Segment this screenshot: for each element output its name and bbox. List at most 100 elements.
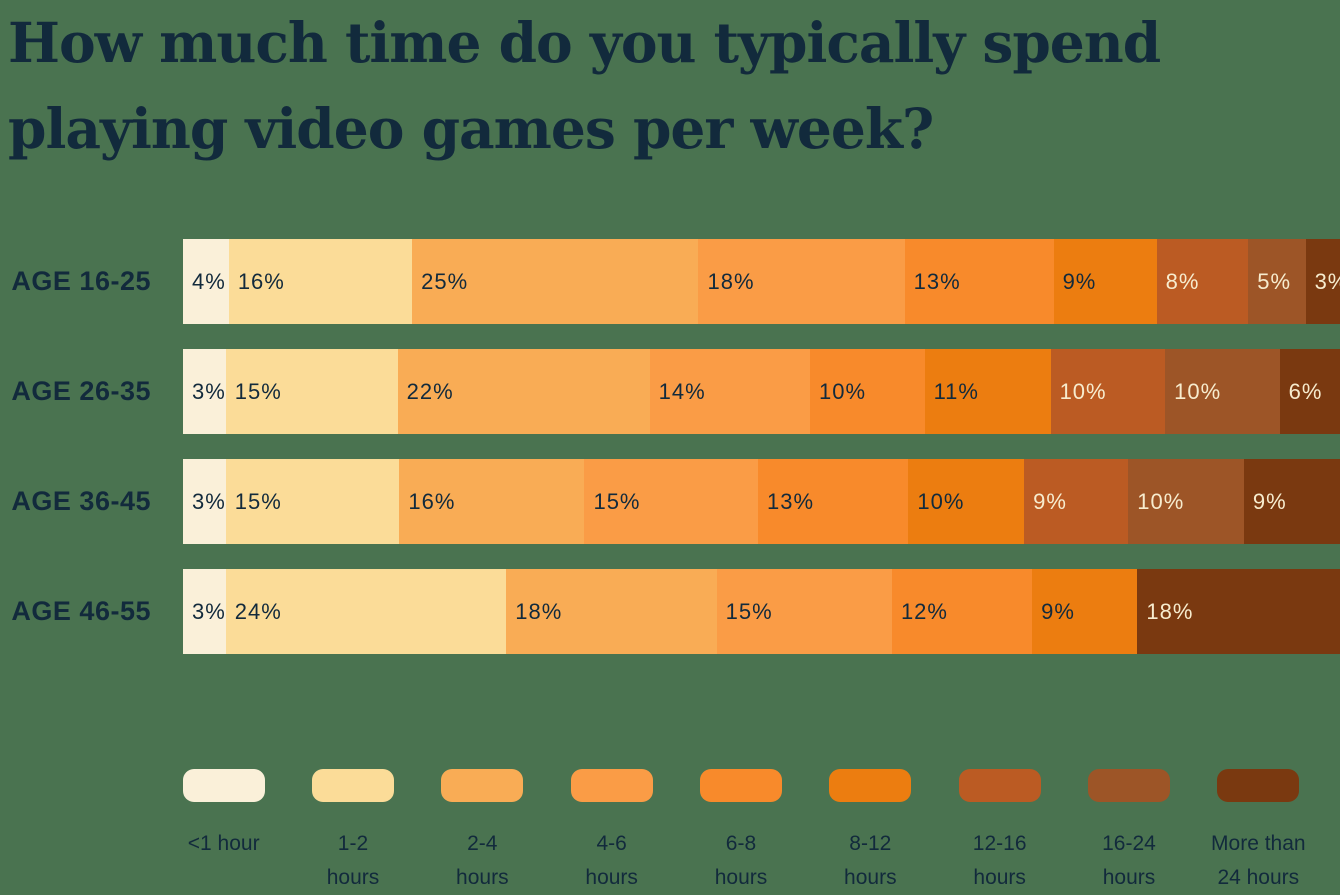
bar-segment: 9% [1032,569,1138,654]
legend-label: 8-12 hours [844,832,897,889]
bar-segment: 10% [810,349,925,434]
legend-label: 2-4 hours [456,832,509,889]
legend-swatch [311,769,394,802]
bar-segment: 10% [1050,349,1166,434]
bar-segment: 16% [399,459,585,544]
age-row: AGE 36-45 3% 15% 16% 15% 13% 10% 9% 10% 9% [0,459,1340,544]
legend-swatch [182,769,265,802]
segment-value-label: 12% [900,598,948,624]
bar-segment: 22% [397,349,650,434]
segment-value-label: 9% [1033,488,1067,514]
age-row: AGE 16-25 4% 16% 25% 18% 13% 9% 8% 5% 3% [0,239,1340,324]
bar-segment: 11% [924,349,1051,434]
segment-value-label: 5% [1257,268,1292,294]
segment-value-label: 10% [1137,488,1185,514]
legend-item: 12-16 hours [935,769,1064,895]
bar-segment: 5% [1248,239,1306,324]
title-line-2: playing video games per week? [8,96,934,161]
bar-segment: 6% [1279,349,1340,434]
segment-value-label: 9% [1062,268,1097,294]
age-row: AGE 46-55 3% 24% 18% 15% 12% 9% 18% [0,569,1340,654]
segment-value-label: 8% [1165,268,1200,294]
legend-swatch [441,769,524,802]
legend-label: 12-16 hours [972,832,1027,889]
legend-label: 6-8 hours [714,832,768,889]
stacked-bar: 3% 24% 18% 15% 12% 9% 18% [183,569,1340,654]
bar-segment: 24% [225,569,507,654]
bar-segment: 14% [649,349,811,434]
bar-segment: 12% [891,569,1033,654]
segment-value-label: 10% [1059,378,1107,404]
segment-value-label: 10% [819,378,867,404]
legend-item: 8-12 hours [806,769,935,895]
legend-swatch [570,769,653,802]
segment-value-label: 13% [913,268,961,294]
segment-value-label: 22% [406,378,454,404]
legend-swatch [829,769,912,802]
chart-rows: AGE 16-254%16%25%18%13%9%8%5%3%AGE 26-35… [0,239,1340,679]
title-line-1: How much time do you typically spend [8,10,1161,75]
bar-segment: 10% [1165,349,1280,434]
segment-value-label: 3% [192,598,226,624]
segment-value-label: 15% [234,488,282,514]
legend-label: <1 hour [187,832,260,855]
bar-segment: 18% [506,569,717,654]
age-row-label: AGE 36-45 [11,486,151,516]
legend-swatch [1087,769,1170,802]
age-row-label: AGE 46-55 [11,596,151,626]
segment-value-label: 9% [1252,488,1287,514]
bar-segment: 10% [908,459,1025,544]
segment-value-label: 3% [192,378,226,404]
bar-segment: 9% [1024,459,1129,544]
segment-value-label: 16% [237,268,285,294]
legend-item: More than 24 hours [1194,769,1323,895]
bar-segment: 9% [1053,239,1157,324]
segment-value-label: 13% [767,488,815,514]
legend-item: 1-2 hours [288,769,417,895]
segment-value-label: 9% [1041,598,1075,624]
legend-item: <1 hour [159,769,288,895]
bar-segment: 15% [716,569,892,654]
segment-value-label: 3% [192,488,226,514]
legend: <1 hour 1-2 hours 2-4 hours 4-6 hours 6-8 hours 8… [159,769,1323,895]
segment-value-label: 14% [658,378,706,404]
age-row-label: AGE 26-35 [11,376,151,406]
stacked-bar: 4% 16% 25% 18% 13% 9% 8% 5% 3% [183,239,1340,324]
bar-segment: 4% [183,239,229,324]
chart-title: How much time do you typically spend pla… [8,0,1161,172]
segment-value-label: 4% [192,268,226,294]
bar-segment: 15% [584,459,758,544]
bar-segment: 15% [225,349,398,434]
stacked-bar: 3% 15% 22% 14% 10% 11% 10% 10% 6% [183,349,1340,434]
segment-value-label: 15% [593,488,641,514]
bar-segment: 9% [1243,459,1340,544]
legend-item: 4-6 hours [547,769,676,895]
bar-segment: 3% [183,459,226,544]
legend-swatch [958,769,1041,802]
bar-segment: 18% [698,239,905,324]
legend-item: 16-24 hours [1064,769,1193,895]
segment-value-label: 24% [234,598,282,624]
bar-segment: 25% [412,239,699,324]
bar-segment: 16% [228,239,413,324]
legend-label: 1-2 hours [326,832,380,889]
bar-segment: 13% [758,459,909,544]
bar-segment: 3% [183,569,226,654]
bar-segment: 8% [1156,239,1249,324]
segment-value-label: 10% [1174,378,1222,404]
segment-value-label: 3% [1314,268,1340,294]
segment-value-label: 16% [408,488,456,514]
segment-value-label: 18% [1146,598,1194,624]
legend-swatch [699,769,782,802]
segment-value-label: 18% [515,598,563,624]
bar-segment: 18% [1137,569,1340,654]
bar-segment: 15% [225,459,400,544]
segment-value-label: 11% [933,378,979,404]
legend-label: 16-24 hours [1102,832,1156,889]
legend-label: More than 24 hours [1211,832,1306,889]
bar-segment: 3% [1305,239,1340,324]
legend-item: 6-8 hours [676,769,805,895]
segment-value-label: 15% [725,598,773,624]
segment-value-label: 18% [707,268,755,294]
age-row: AGE 26-35 3% 15% 22% 14% 10% 11% 10% 10% 6% [0,349,1340,434]
